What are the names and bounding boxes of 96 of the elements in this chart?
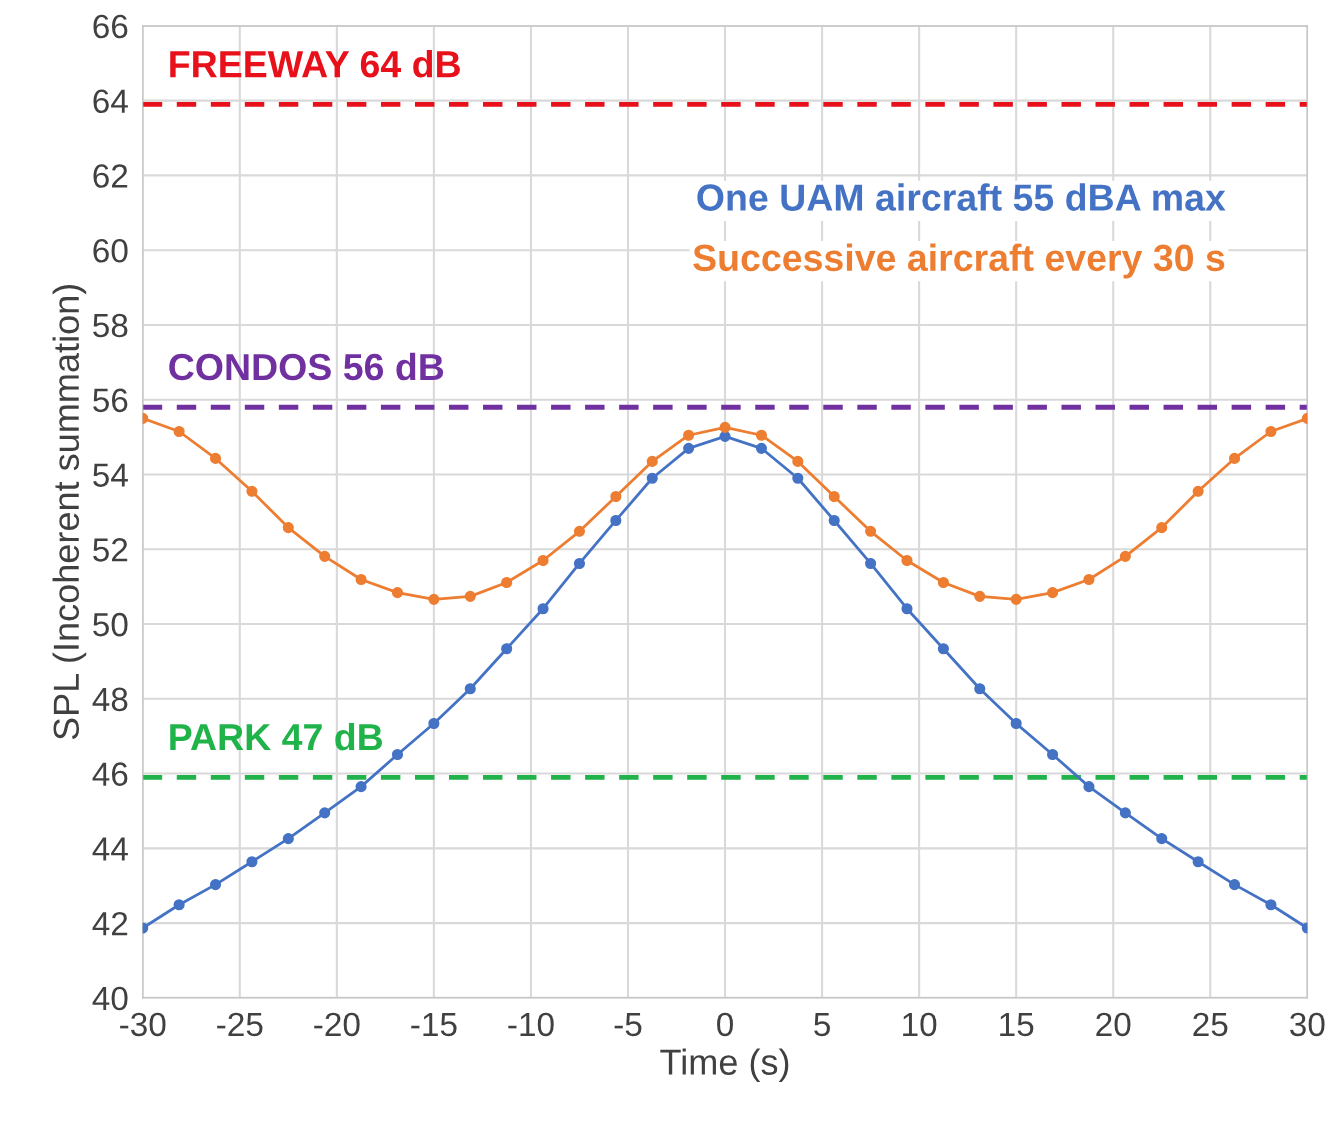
x-tick-label: -30 (120, 1012, 166, 1037)
ref-line-label: FREEWAY 64 dB (170, 49, 460, 78)
y-tick-label: 66 (93, 14, 128, 39)
y-tick-label: 54 (93, 463, 128, 487)
point (974, 590, 986, 602)
text: One UAM aircraft 55 dBA max (697, 183, 1226, 211)
x-tick-label: -15 (411, 1012, 457, 1037)
point (573, 525, 586, 537)
x-tick-label: 15 (1000, 1012, 1034, 1037)
point (1192, 856, 1204, 868)
point (1047, 587, 1059, 599)
text: Successive aircraft every 30 s (693, 243, 1225, 279)
x-tick-label: 5 (814, 1012, 830, 1037)
point (1047, 748, 1059, 761)
point (1156, 833, 1168, 845)
x-tick-label: 10 (903, 1012, 937, 1037)
y-tick-label: 52 (93, 538, 128, 562)
point (755, 429, 767, 441)
point (1265, 899, 1277, 911)
point (1119, 550, 1131, 562)
x-tick-label: 20 (1096, 1012, 1131, 1037)
x-tick-label: 25 (1193, 1012, 1228, 1037)
x-tick-label: 0 (717, 1012, 733, 1037)
point (828, 514, 840, 527)
y-tick-label: 48 (92, 687, 128, 712)
point (1010, 593, 1022, 605)
point (1156, 522, 1168, 534)
point (792, 455, 804, 467)
x-axis-title: Time (s) (660, 1048, 789, 1083)
x-tick-label: -20 (314, 1012, 360, 1037)
point (464, 590, 476, 602)
point (792, 472, 804, 484)
point (646, 455, 658, 467)
y-tick-label: 40 (92, 986, 128, 1011)
point (537, 554, 549, 567)
point (573, 557, 586, 570)
point (901, 603, 913, 615)
point (755, 442, 767, 454)
point (282, 833, 294, 845)
point (1192, 485, 1204, 497)
point (355, 781, 367, 793)
y-tick-label: 58 (93, 313, 128, 338)
point (428, 717, 440, 730)
point (1228, 452, 1241, 464)
point (974, 683, 986, 695)
point (865, 525, 877, 537)
point (355, 573, 367, 586)
y-tick-label: 50 (93, 612, 128, 637)
x-tick-label: 30 (1290, 1012, 1325, 1037)
y-tick-label: 56 (93, 388, 128, 413)
point (865, 557, 877, 570)
point (173, 899, 185, 911)
point (646, 472, 658, 484)
point (246, 485, 258, 497)
y-tick-label: 60 (93, 238, 128, 263)
point (209, 879, 222, 891)
point (319, 550, 331, 562)
point (1228, 879, 1241, 891)
point (610, 490, 622, 503)
point (501, 643, 513, 655)
point (719, 430, 731, 442)
y-axis-title: SPL (Incoherent summation) (52, 284, 87, 740)
point (464, 683, 476, 695)
point (683, 429, 695, 441)
point (901, 554, 913, 567)
y-tick-label: 64 (93, 89, 128, 114)
x-tick-label: -5 (614, 1012, 642, 1037)
y-tick-label: 62 (93, 164, 128, 188)
point (501, 576, 513, 589)
point (1083, 573, 1095, 586)
x-tick-label: -25 (217, 1012, 263, 1037)
x-tick-label: -10 (508, 1012, 554, 1037)
point (282, 522, 294, 534)
point (1083, 781, 1095, 793)
y-tick-label: 46 (92, 762, 128, 786)
point (828, 490, 840, 503)
point (319, 807, 331, 819)
point (719, 421, 731, 433)
point (683, 442, 695, 454)
y-tick-label: 44 (92, 837, 128, 861)
point (246, 856, 258, 868)
point (1265, 425, 1277, 438)
point (937, 576, 949, 589)
point (537, 603, 549, 615)
point (610, 514, 622, 527)
point (937, 643, 949, 655)
ref-line-label: CONDOS 56 dB (169, 352, 444, 381)
point (173, 425, 185, 438)
point (1010, 717, 1022, 730)
point (391, 748, 404, 761)
y-tick-label: 42 (92, 911, 128, 936)
ref-line-label: PARK 47 dB (170, 722, 383, 751)
point (1119, 807, 1131, 819)
point (209, 452, 222, 464)
point (428, 593, 440, 605)
point (391, 587, 404, 599)
